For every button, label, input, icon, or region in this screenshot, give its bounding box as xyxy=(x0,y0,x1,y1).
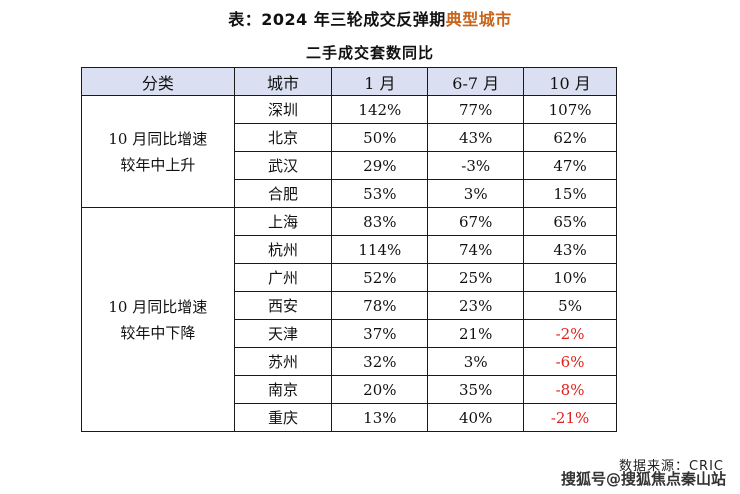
jan-cell: 13% xyxy=(331,403,429,432)
city-cell: 合肥 xyxy=(233,179,333,208)
header-category: 分类 xyxy=(81,67,235,96)
category-line1: 10 月同比增速 xyxy=(108,129,208,148)
city-cell: 深圳 xyxy=(233,95,333,124)
table-row: 西安 78% 23% 5% xyxy=(82,291,617,320)
junjul-cell: 3% xyxy=(427,179,525,208)
jan-cell: 53% xyxy=(331,179,429,208)
junjul-cell: 35% xyxy=(427,375,525,404)
table-row: 合肥 53% 3% 15% xyxy=(82,179,617,208)
table-row: 10 月同比增速 较年中下降 上海 83% 67% 65% xyxy=(81,207,617,432)
oct-cell: 43% xyxy=(523,235,617,264)
oct-cell: 65% xyxy=(523,207,617,236)
table-row: 北京 50% 43% 62% xyxy=(82,123,617,152)
table-row: 重庆 13% 40% -21% xyxy=(82,403,617,432)
data-table: 分类 城市 1 月 6-7 月 10 月 10 月同比增速 较年中上升 深圳 142%… xyxy=(81,67,617,432)
jan-cell: 32% xyxy=(331,347,429,376)
title-prefix: 表：2024 年三轮成交反弹期 xyxy=(228,10,446,29)
header-city: 城市 xyxy=(233,67,333,96)
oct-cell: -6% xyxy=(523,347,617,376)
jan-cell: 20% xyxy=(331,375,429,404)
category-line2: 较年中下降 xyxy=(120,323,196,342)
city-cell: 天津 xyxy=(233,319,333,348)
oct-cell: -2% xyxy=(523,319,617,348)
jan-cell: 50% xyxy=(331,123,429,152)
junjul-cell: 74% xyxy=(427,235,525,264)
junjul-cell: 43% xyxy=(427,123,525,152)
data-source: 数据来源：CRIC xyxy=(618,459,724,474)
city-cell: 杭州 xyxy=(233,235,333,264)
junjul-cell: 21% xyxy=(427,319,525,348)
oct-cell: -8% xyxy=(523,375,617,404)
category-cell: 10 月同比增速 较年中下降 xyxy=(81,207,235,432)
junjul-cell: 77% xyxy=(427,95,525,124)
header-jan: 1 月 xyxy=(331,67,429,96)
jan-cell: 52% xyxy=(331,263,429,292)
city-cell: 西安 xyxy=(233,291,333,320)
oct-cell: 62% xyxy=(523,123,617,152)
jan-cell: 37% xyxy=(331,319,429,348)
junjul-cell: -3% xyxy=(427,151,525,180)
city-cell: 武汉 xyxy=(233,151,333,180)
jan-cell: 78% xyxy=(331,291,429,320)
jan-cell: 114% xyxy=(331,235,429,264)
table-row: 10 月同比增速 较年中上升 深圳 142% 77% 107% xyxy=(81,95,617,208)
category-line2: 较年中上升 xyxy=(120,155,196,174)
table-row: 苏州 32% 3% -6% xyxy=(82,347,617,376)
city-cell: 广州 xyxy=(233,263,333,292)
junjul-cell: 23% xyxy=(427,291,525,320)
oct-cell: 47% xyxy=(523,151,617,180)
oct-cell: 10% xyxy=(523,263,617,292)
junjul-cell: 3% xyxy=(427,347,525,376)
city-cell: 南京 xyxy=(233,375,333,404)
table-row: 武汉 29% -3% 47% xyxy=(82,151,617,180)
city-cell: 北京 xyxy=(233,123,333,152)
junjul-cell: 40% xyxy=(427,403,525,432)
jan-cell: 29% xyxy=(331,151,429,180)
table-row: 广州 52% 25% 10% xyxy=(82,263,617,292)
junjul-cell: 67% xyxy=(427,207,525,236)
city-cell: 重庆 xyxy=(233,403,333,432)
table-row: 杭州 114% 74% 43% xyxy=(82,235,617,264)
table-row: 天津 37% 21% -2% xyxy=(82,319,617,348)
oct-cell: 15% xyxy=(523,179,617,208)
table-title: 表：2024 年三轮成交反弹期典型城市 xyxy=(0,6,740,30)
title-highlight: 典型城市 xyxy=(445,10,512,29)
category-cell: 10 月同比增速 较年中上升 xyxy=(81,95,235,208)
header-junjul: 6-7 月 xyxy=(427,67,525,96)
header-row: 分类 城市 1 月 6-7 月 10 月 xyxy=(81,67,617,96)
category-line1: 10 月同比增速 xyxy=(108,297,208,316)
city-cell: 上海 xyxy=(233,207,333,236)
oct-cell: 107% xyxy=(523,95,617,124)
oct-cell: -21% xyxy=(523,403,617,432)
city-cell: 苏州 xyxy=(233,347,333,376)
header-oct: 10 月 xyxy=(523,67,617,96)
jan-cell: 83% xyxy=(331,207,429,236)
watermark: 搜狐号@搜狐焦点秦山站 xyxy=(560,470,726,488)
jan-cell: 142% xyxy=(331,95,429,124)
oct-cell: 5% xyxy=(523,291,617,320)
table-subtitle: 二手成交套数同比 xyxy=(305,44,434,62)
junjul-cell: 25% xyxy=(427,263,525,292)
